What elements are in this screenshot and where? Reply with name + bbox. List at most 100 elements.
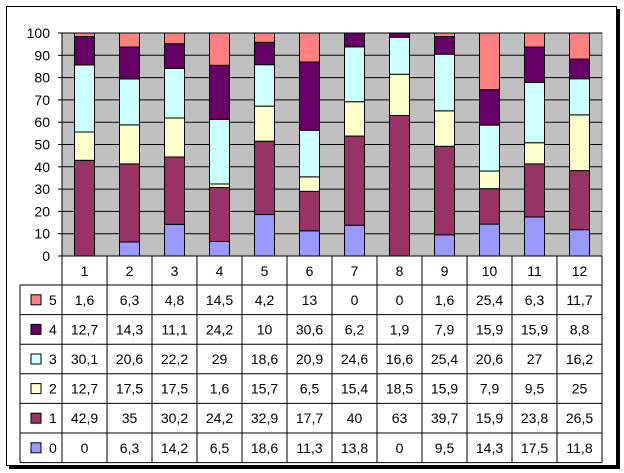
legend-label: 4 [49,321,57,337]
bar-segment [119,124,140,165]
data-table-value: 6,3 [525,292,545,308]
bar-segment [209,32,230,66]
data-table-value: 20,6 [116,351,143,367]
category-label: 9 [441,263,449,279]
data-table-value: 17,5 [161,381,188,397]
data-table-value: 0 [396,292,404,308]
data-table-value: 4,2 [255,292,275,308]
data-table-value: 20,9 [296,351,323,367]
data-table-value: 30,1 [71,351,98,367]
data-table-value: 11,1 [161,321,187,337]
data-table-value: 12,7 [71,381,98,397]
bar-segment [254,105,275,142]
data-table-value: 1,6 [75,292,95,308]
bar-segment [299,230,320,257]
bar-segment [344,101,365,137]
bar-segment [254,214,275,257]
data-table-value: 25 [572,381,588,397]
bar-segment [479,170,500,190]
data-table-value: 6,3 [120,440,140,456]
bar-segment [254,41,275,66]
data-table-value: 18,6 [251,351,278,367]
data-table-value: 18,5 [386,381,413,397]
data-table-value: 22,2 [161,351,188,367]
y-tick-label: 90 [34,47,50,63]
bar-segment [209,64,230,120]
data-table-value: 11,7 [566,292,592,308]
bar-segment [119,78,140,126]
bar-segment [479,89,500,126]
bar-segment [299,190,320,232]
data-table-value: 17,5 [521,440,548,456]
category-label: 6 [306,263,314,279]
bar-segment [479,124,500,172]
bar-segment [569,114,590,172]
bar-segment [344,135,365,226]
bar-segment [299,61,320,131]
legend-label: 0 [49,440,57,456]
data-table-value: 6,5 [300,381,320,397]
data-table-value: 25,4 [431,351,458,367]
category-label: 12 [572,263,588,279]
bar-segment [119,163,140,243]
category-label: 2 [126,263,134,279]
data-table-value: 7,9 [480,381,500,397]
bar-segment [389,73,410,117]
bar-segment [524,32,545,48]
data-table-value: 15,9 [521,321,548,337]
data-table-value: 20,6 [476,351,503,367]
data-table-value: 13 [302,292,318,308]
data-table-value: 17,7 [296,410,323,426]
data-table-value: 30,2 [161,410,188,426]
data-table-value: 15,4 [341,381,368,397]
bar-segment [344,224,365,257]
bar-segment [74,159,95,257]
bar-segment [209,183,230,189]
legend-swatch [30,294,42,306]
bar-segment [74,64,95,133]
y-tick-label: 10 [34,226,50,242]
y-tick-label: 20 [34,203,50,219]
bar-segment [164,67,185,119]
bar-segment [119,32,140,48]
bar-segment [569,229,590,257]
y-tick-label: 60 [34,114,50,130]
plot-area: 0 10 20 30 40 50 60 70 80 90 100 [27,25,603,264]
y-tick-label: 0 [42,248,50,264]
y-tick-label: 50 [34,137,50,153]
bar-segment [74,131,95,161]
category-label: 1 [81,263,89,279]
bar-segment [164,43,185,69]
data-table-value: 0 [81,440,89,456]
bar-segment [569,58,590,80]
y-tick-label: 40 [34,159,50,175]
data-table-value: 6,2 [345,321,365,337]
bar-segment [299,32,320,63]
data-table-value: 8,8 [570,321,590,337]
data-table-value: 10 [257,321,273,337]
bar-segment [569,32,590,60]
bar-segment [434,234,455,257]
bar-segment [524,82,545,144]
bar-segment [389,115,410,257]
category-label: 8 [396,263,404,279]
data-table-value: 18,6 [251,440,278,456]
data-table-value: 14,5 [206,292,233,308]
data-table-value: 40 [347,410,363,426]
data-table-value: 12,7 [71,321,98,337]
data-table-value: 11,8 [566,440,592,456]
y-tick-label: 100 [27,25,51,41]
bar-segment [524,216,545,257]
bar-segment [74,32,95,38]
bar-segment [479,223,500,257]
data-table-value: 16,6 [386,351,413,367]
bar-segment [299,129,320,178]
data-table-value: 14,3 [476,440,503,456]
bar-segment [254,140,275,216]
bar-segment [299,176,320,192]
data-table-value: 0 [396,440,404,456]
data-table-value: 32,9 [251,410,278,426]
legend-label: 1 [49,410,57,426]
legend-swatch [30,323,42,335]
category-label: 4 [216,263,224,279]
